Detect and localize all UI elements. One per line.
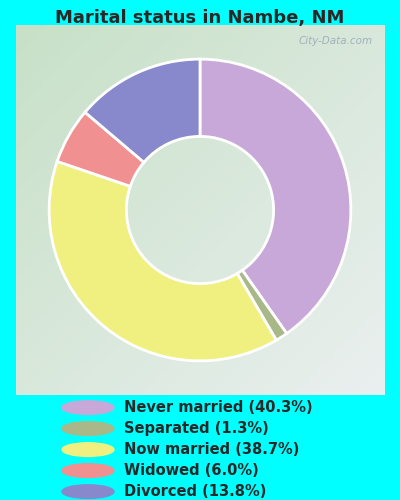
Circle shape bbox=[62, 422, 114, 436]
Text: City-Data.com: City-Data.com bbox=[299, 36, 373, 46]
Text: Widowed (6.0%): Widowed (6.0%) bbox=[124, 463, 259, 478]
Circle shape bbox=[62, 485, 114, 498]
Text: Now married (38.7%): Now married (38.7%) bbox=[124, 442, 299, 457]
Text: Never married (40.3%): Never married (40.3%) bbox=[124, 400, 313, 415]
Wedge shape bbox=[57, 112, 144, 186]
Wedge shape bbox=[49, 162, 276, 361]
Circle shape bbox=[62, 464, 114, 477]
Text: Marital status in Nambe, NM: Marital status in Nambe, NM bbox=[55, 8, 345, 26]
Wedge shape bbox=[237, 270, 287, 340]
Wedge shape bbox=[85, 59, 200, 162]
Text: Separated (1.3%): Separated (1.3%) bbox=[124, 421, 269, 436]
Text: Divorced (13.8%): Divorced (13.8%) bbox=[124, 484, 266, 499]
Wedge shape bbox=[200, 59, 351, 334]
Circle shape bbox=[62, 443, 114, 456]
Circle shape bbox=[62, 401, 114, 414]
